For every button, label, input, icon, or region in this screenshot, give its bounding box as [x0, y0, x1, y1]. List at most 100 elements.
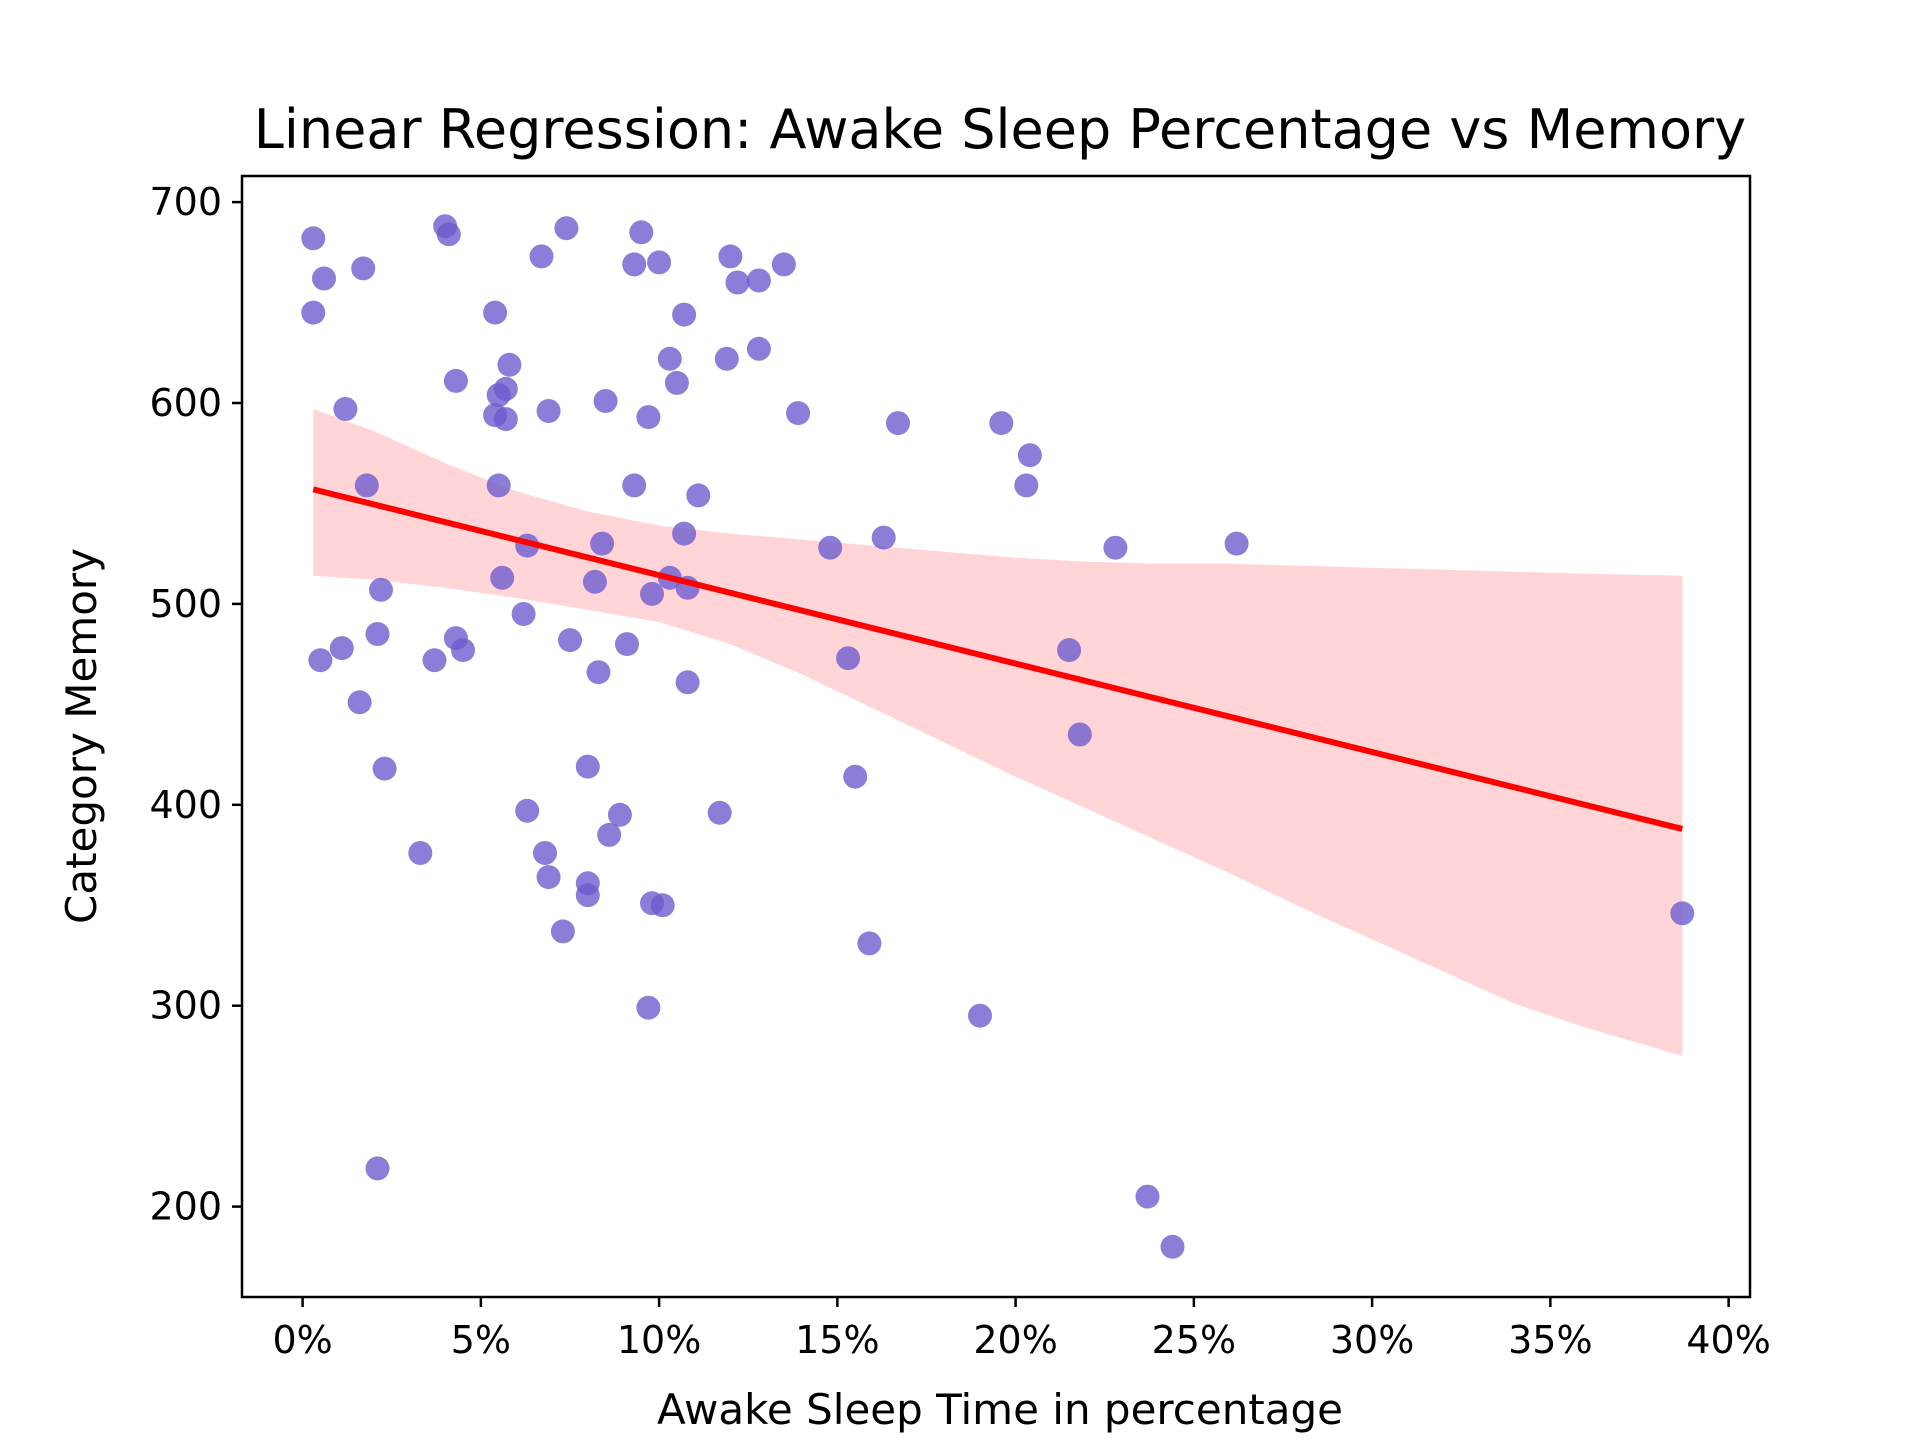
- data-point: [636, 405, 661, 430]
- data-point: [354, 473, 379, 498]
- data-point: [622, 252, 647, 277]
- regression-line: [312, 486, 1683, 832]
- confidence-band: [313, 409, 1683, 1056]
- x-tick-label: 25%: [1152, 1318, 1236, 1362]
- data-point: [369, 577, 393, 602]
- data-point: [672, 302, 697, 327]
- data-point: [843, 764, 868, 789]
- data-point: [347, 690, 372, 715]
- data-point: [1670, 901, 1695, 926]
- data-point: [536, 865, 561, 890]
- data-point: [558, 628, 582, 653]
- x-tick-label: 20%: [973, 1318, 1057, 1362]
- data-point: [886, 411, 910, 436]
- data-point: [536, 399, 561, 423]
- data-point: [718, 244, 743, 269]
- x-tick-label: 40%: [1686, 1318, 1770, 1362]
- x-tick-label: 0%: [272, 1318, 332, 1362]
- data-point: [486, 473, 511, 498]
- data-point: [550, 919, 575, 944]
- data-point: [647, 250, 672, 275]
- x-tick-label: 10%: [617, 1318, 701, 1362]
- data-point: [586, 660, 611, 685]
- data-point: [714, 346, 739, 371]
- data-point: [529, 244, 554, 269]
- data-point: [493, 376, 518, 401]
- data-point: [575, 883, 600, 908]
- data-point: [629, 220, 654, 245]
- data-point: [490, 565, 515, 590]
- regression-line-layer: [312, 486, 1683, 832]
- confidence-band-layer: [313, 409, 1683, 1056]
- data-point: [554, 216, 579, 241]
- data-point: [622, 473, 647, 498]
- data-point: [675, 670, 700, 695]
- axes-layer: 0% 5% 10% 15% 20% 25% 30% 35% 40% 200 300 400 500 600…: [149, 174, 1771, 1362]
- data-point: [365, 1156, 390, 1181]
- data-point: [636, 995, 661, 1020]
- plot-frame: [240, 174, 1752, 1299]
- data-point: [818, 535, 843, 560]
- data-point: [312, 266, 336, 291]
- data-point: [436, 222, 461, 247]
- data-point: [372, 756, 397, 781]
- data-point: [351, 256, 376, 281]
- x-tick-label: 35%: [1508, 1318, 1592, 1362]
- data-point: [771, 252, 796, 277]
- data-point: [672, 521, 697, 546]
- data-point: [607, 802, 632, 827]
- data-point: [422, 648, 447, 673]
- data-point: [786, 401, 811, 426]
- data-point: [408, 841, 433, 865]
- x-tick-label: 30%: [1330, 1318, 1414, 1362]
- data-point: [650, 893, 675, 918]
- data-point: [511, 602, 536, 626]
- data-point: [443, 368, 468, 393]
- y-tick-label: 700: [149, 180, 222, 224]
- data-point: [746, 268, 771, 293]
- data-point: [857, 931, 882, 956]
- data-point: [533, 841, 557, 865]
- data-point: [329, 636, 354, 661]
- data-point: [640, 581, 664, 606]
- data-point: [1067, 722, 1092, 747]
- data-point: [657, 346, 682, 371]
- x-tick-label: 15%: [795, 1318, 879, 1362]
- data-point: [1160, 1234, 1185, 1259]
- data-point: [308, 648, 333, 673]
- data-point: [1017, 443, 1042, 468]
- chart-title: Linear Regression: Awake Sleep Percentag…: [254, 98, 1746, 161]
- data-point: [686, 483, 711, 508]
- x-axis-label: Awake Sleep Time in percentage: [657, 1385, 1343, 1434]
- data-point: [1057, 638, 1082, 663]
- y-axis-label: Category Memory: [57, 548, 106, 924]
- data-points-layer: [301, 214, 1695, 1259]
- data-point: [515, 798, 540, 823]
- data-point: [483, 300, 508, 325]
- x-tick-label: 5%: [451, 1318, 511, 1362]
- data-point: [575, 754, 600, 779]
- data-point: [664, 370, 689, 395]
- y-tick-label: 600: [149, 381, 222, 425]
- data-point: [597, 822, 622, 847]
- data-point: [333, 397, 358, 421]
- data-point: [1135, 1184, 1160, 1209]
- y-tick-label: 500: [149, 582, 222, 626]
- data-point: [836, 646, 861, 671]
- data-point: [725, 270, 750, 295]
- data-point: [365, 622, 390, 646]
- data-point: [301, 300, 326, 325]
- data-point: [301, 226, 326, 251]
- y-tick-label: 300: [149, 984, 222, 1028]
- data-point: [968, 1003, 992, 1028]
- data-point: [593, 389, 618, 413]
- data-point: [1103, 535, 1128, 560]
- data-point: [1014, 473, 1039, 498]
- data-point: [497, 352, 522, 377]
- data-point: [746, 336, 771, 361]
- data-point: [615, 632, 639, 657]
- y-tick-label: 400: [149, 783, 222, 827]
- data-point: [451, 638, 475, 663]
